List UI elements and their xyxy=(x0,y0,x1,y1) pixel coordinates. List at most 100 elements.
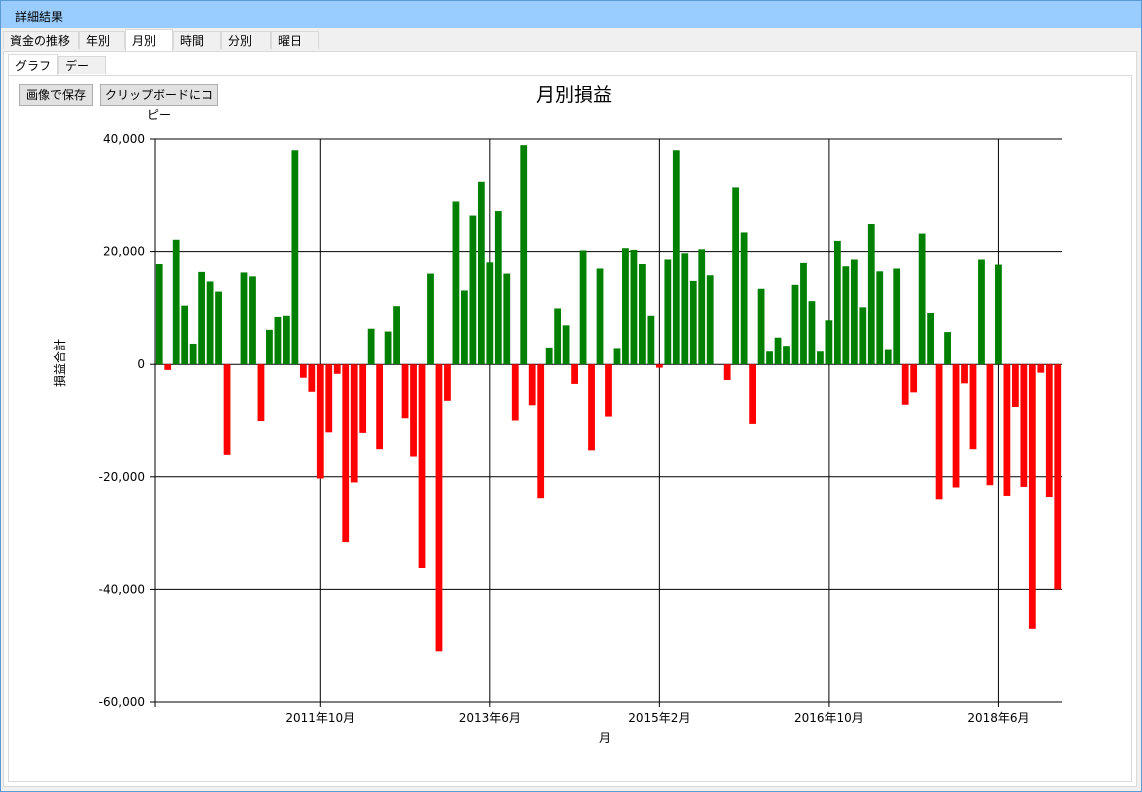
loss-bar xyxy=(1045,364,1053,498)
profit-bar xyxy=(757,288,765,365)
profit-bar xyxy=(766,351,773,365)
tab-data[interactable]: データ xyxy=(58,56,106,91)
profit-bar xyxy=(825,320,833,365)
loss-bar xyxy=(511,364,519,421)
loss-bar xyxy=(325,364,333,433)
loss-bar xyxy=(401,364,409,419)
loss-bar xyxy=(655,364,663,368)
x-axis-label: 月 xyxy=(599,731,611,745)
profit-bar xyxy=(562,325,570,365)
loss-bar xyxy=(333,364,341,374)
loss-bar xyxy=(410,364,417,457)
profit-bar xyxy=(850,259,858,365)
profit-bar xyxy=(783,346,790,365)
profit-bar xyxy=(833,240,841,365)
loss-bar xyxy=(1028,364,1036,629)
loss-bar xyxy=(299,364,307,378)
loss-bar xyxy=(571,364,578,384)
tab-hourly[interactable]: 時間別 xyxy=(173,31,221,66)
profit-bar xyxy=(503,273,511,365)
tab-graph[interactable]: グラフ xyxy=(8,54,58,76)
profit-bar xyxy=(461,290,468,365)
loss-bar xyxy=(1020,364,1028,487)
profit-bar xyxy=(808,301,816,365)
tab-yearly[interactable]: 年別 xyxy=(79,31,125,49)
loss-bar xyxy=(910,364,918,393)
profit-bar xyxy=(706,275,714,365)
profit-bar xyxy=(732,187,740,365)
y-tick-label: 20,000 xyxy=(103,245,145,259)
profit-bar xyxy=(672,150,680,365)
profit-bar xyxy=(249,276,256,365)
monthly-pnl-chart: 月別損益 40,000 20,000 0 -20,000 -40,000 -60,000 2… xyxy=(52,84,1062,745)
tab-minute[interactable]: 分別 xyxy=(221,31,271,49)
loss-bar xyxy=(376,364,384,450)
profit-bar xyxy=(622,248,629,365)
loss-bar xyxy=(588,364,595,451)
x-tick-label: 2015年2月 xyxy=(628,711,690,725)
x-tick-label: 2018年6月 xyxy=(967,711,1029,725)
profit-bar xyxy=(520,145,528,365)
tab-weekday[interactable]: 曜日別 xyxy=(271,31,319,66)
loss-bar xyxy=(528,364,536,406)
profit-bar xyxy=(867,224,875,365)
profit-bar xyxy=(842,266,850,365)
profit-bar xyxy=(664,259,672,365)
profit-bar xyxy=(681,253,689,365)
loss-bar xyxy=(359,364,367,433)
y-tick-label: 0 xyxy=(137,357,145,371)
y-tick-label: -20,000 xyxy=(99,470,145,484)
copy-to-clipboard-button[interactable]: クリップボードにコピー xyxy=(100,84,218,122)
loss-bar xyxy=(350,364,358,483)
profit-bar xyxy=(266,329,273,365)
profit-bar xyxy=(215,291,222,365)
profit-bar xyxy=(639,263,646,365)
loss-bar xyxy=(1003,364,1011,496)
loss-bar xyxy=(308,364,316,392)
profit-bar xyxy=(486,262,494,365)
loss-bar xyxy=(435,364,443,652)
profit-bar xyxy=(181,305,189,365)
y-tick-label: 40,000 xyxy=(103,132,145,146)
loss-bar xyxy=(537,364,545,499)
profit-bar xyxy=(393,306,400,365)
profit-bar xyxy=(800,262,807,365)
y-axis-label: 損益合計 xyxy=(52,339,67,387)
loss-bar xyxy=(1037,364,1045,373)
profit-bar xyxy=(884,349,892,365)
loss-bar xyxy=(723,364,731,380)
grid-layer xyxy=(155,138,1062,703)
profit-bar xyxy=(206,281,214,365)
bars-layer xyxy=(155,145,1062,652)
window-title: 詳細結果 xyxy=(15,10,64,24)
profit-bar xyxy=(155,263,163,365)
loss-bar xyxy=(901,364,909,405)
tab-monthly[interactable]: 月別 xyxy=(125,29,173,51)
profit-bar xyxy=(647,315,655,365)
profit-bar xyxy=(367,328,375,365)
loss-bar xyxy=(257,364,265,422)
profit-bar xyxy=(698,249,706,365)
loss-bar xyxy=(164,364,172,370)
loss-bar xyxy=(952,364,960,488)
profit-bar xyxy=(240,272,248,365)
profit-bar xyxy=(545,347,553,365)
loss-bar xyxy=(749,364,756,424)
save-image-button[interactable]: 画像で保存 xyxy=(19,84,93,106)
profit-bar xyxy=(596,268,604,365)
profit-bar xyxy=(189,343,197,365)
profit-bar xyxy=(494,211,502,365)
loss-bar xyxy=(342,364,350,543)
profit-bar xyxy=(774,337,782,365)
loss-bar xyxy=(1054,364,1062,590)
title-bar: 詳細結果 xyxy=(1,1,1141,28)
tab-fund-trend[interactable]: 資金の推移 xyxy=(3,31,79,49)
graph-panel: 画像で保存 クリップボードにコピー 月別損益 40,000 20,000 0 -20,… xyxy=(8,75,1132,782)
profit-bar xyxy=(469,215,477,365)
loss-bar xyxy=(223,364,231,455)
profit-bar xyxy=(452,201,460,365)
profit-bar xyxy=(427,273,434,365)
profit-bar xyxy=(944,332,951,365)
loss-bar xyxy=(316,364,324,479)
